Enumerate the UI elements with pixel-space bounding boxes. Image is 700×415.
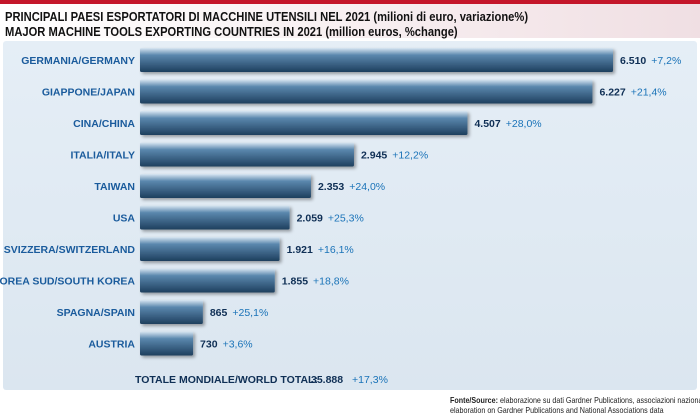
value-label-cina-china: 4.507 +28,0% [474, 118, 541, 130]
category-label-cina-china: CINA/CHINA [73, 118, 135, 130]
value-label-germania-germany: 6.510 +7,2% [620, 55, 681, 67]
category-label-germania-germany: GERMANIA/GERMANY [21, 55, 135, 67]
bars-layer: GERMANIA/GERMANY 6.510 +7,2% GIAPPONE/JAPAN… [0, 48, 681, 356]
bar-usa [140, 205, 290, 230]
change-label-austria: +3,6% [223, 339, 253, 351]
change-label-svizzera-switzerland: +16,1% [318, 244, 354, 256]
value-label-giappone-japan: 6.227 +21,4% [599, 87, 666, 99]
world-total-value: 35.888 [311, 374, 343, 386]
bar-spagna-spain [140, 300, 203, 324]
change-label-corea-sud-south-korea: +18,8% [313, 276, 349, 288]
category-label-italia-italy: ITALIA/ITALY [70, 150, 135, 162]
value-label-usa: 2.059 +25,3% [297, 213, 364, 225]
category-label-corea-sud-south-korea: COREA SUD/SOUTH KOREA [0, 276, 135, 288]
bar-cina-china [140, 111, 468, 135]
bar-germania-germany [140, 48, 613, 72]
value-label-taiwan: 2.353 +24,0% [318, 181, 385, 193]
category-label-spagna-spain: SPAGNA/SPAIN [57, 307, 135, 319]
bar-corea-sud-south-korea [140, 268, 275, 293]
source-note: Fonte/Source: elaborazione su dati Gardn… [450, 395, 700, 415]
change-label-italia-italy: +12,2% [392, 150, 428, 162]
source-line-1: elaborazione su dati Gardner Publication… [500, 395, 700, 405]
world-total: TOTALE MONDIALE/WORLD TOTAL: 35.888 +17,… [135, 374, 388, 386]
bar-austria [140, 331, 194, 356]
category-label-austria: AUSTRIA [88, 339, 135, 351]
value-label-corea-sud-south-korea: 1.855 +18,8% [282, 276, 349, 288]
category-label-taiwan: TAIWAN [94, 181, 135, 193]
category-label-giappone-japan: GIAPPONE/JAPAN [42, 87, 135, 99]
change-label-taiwan: +24,0% [349, 181, 385, 193]
source-label: Fonte/Source: [450, 395, 499, 405]
bar-svizzera-switzerland [140, 237, 280, 261]
title-header: PRINCIPALI PAESI ESPORTATORI DI MACCHINE… [0, 4, 700, 39]
value-label-spagna-spain: 865 +25,1% [210, 307, 268, 319]
change-label-usa: +25,3% [328, 213, 364, 225]
bar-giappone-japan [140, 79, 593, 104]
source-line-2: elaboration on Gardner Publications and … [450, 405, 664, 415]
bar-taiwan [140, 174, 311, 198]
chart-title-english: MAJOR MACHINE TOOLS EXPORTING COUNTRIES … [5, 24, 458, 39]
category-label-usa: USA [113, 213, 136, 225]
change-label-cina-china: +28,0% [506, 118, 542, 130]
change-label-spagna-spain: +25,1% [232, 307, 268, 319]
value-label-austria: 730 +3,6% [200, 339, 253, 351]
world-total-label: TOTALE MONDIALE/WORLD TOTAL: [135, 374, 318, 386]
change-label-giappone-japan: +21,4% [631, 87, 667, 99]
chart-title-italian: PRINCIPALI PAESI ESPORTATORI DI MACCHINE… [5, 9, 529, 24]
world-total-change: +17,3% [352, 374, 388, 386]
value-label-svizzera-switzerland: 1.921 +16,1% [287, 244, 354, 256]
bar-italia-italy [140, 142, 354, 167]
value-label-italia-italy: 2.945 +12,2% [361, 150, 428, 162]
category-label-svizzera-switzerland: SVIZZERA/SWITZERLAND [4, 244, 136, 256]
change-label-germania-germany: +7,2% [651, 55, 681, 67]
top-accent-band [0, 0, 700, 4]
